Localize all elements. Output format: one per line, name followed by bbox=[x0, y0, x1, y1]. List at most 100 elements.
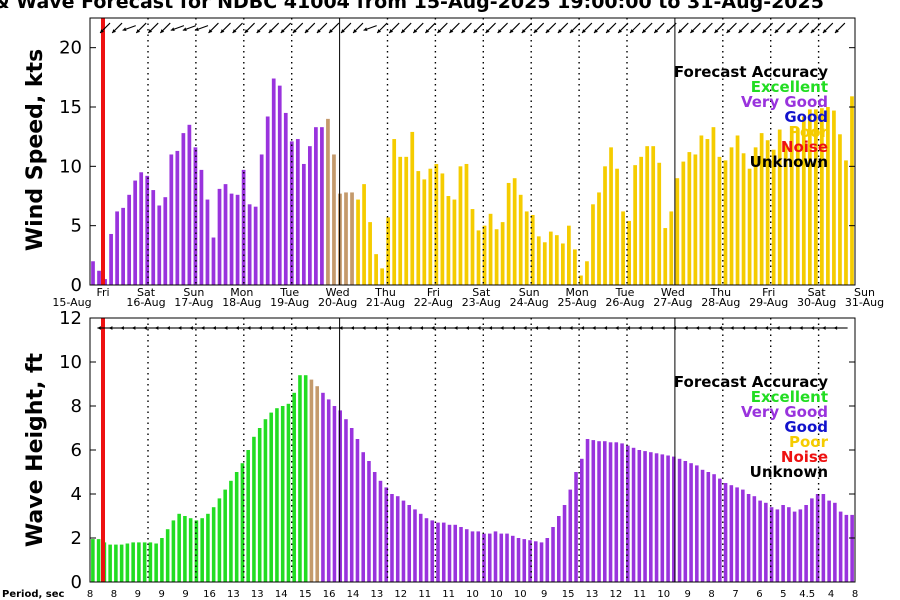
bar bbox=[580, 458, 584, 582]
direction-arrow bbox=[738, 22, 749, 34]
bar bbox=[536, 236, 541, 285]
bar bbox=[367, 461, 371, 582]
bar bbox=[464, 163, 469, 285]
bar bbox=[416, 171, 421, 285]
bar bbox=[380, 268, 385, 285]
bar bbox=[253, 206, 258, 285]
bar bbox=[850, 96, 854, 285]
y-tick-label: 4 bbox=[71, 484, 82, 505]
bar bbox=[326, 118, 330, 286]
date-label: 17-Aug bbox=[174, 296, 213, 309]
bar bbox=[163, 197, 168, 285]
bar bbox=[850, 514, 854, 582]
direction-arrow bbox=[412, 22, 424, 34]
bar bbox=[275, 408, 279, 582]
bar bbox=[562, 505, 567, 582]
direction-arrow bbox=[726, 22, 737, 34]
direction-arrow bbox=[593, 22, 605, 34]
direction-arrow bbox=[232, 22, 243, 34]
bar bbox=[506, 182, 511, 285]
period-value: 4.5 bbox=[799, 589, 815, 600]
bar bbox=[344, 192, 348, 285]
bar bbox=[344, 419, 348, 582]
legend-item: Noise bbox=[781, 138, 828, 156]
bar bbox=[464, 529, 469, 582]
bar bbox=[844, 514, 849, 582]
legend-item: Good bbox=[784, 418, 828, 436]
bar bbox=[657, 162, 662, 285]
direction-arrow bbox=[449, 22, 460, 34]
period-value: 15 bbox=[562, 589, 575, 600]
bar bbox=[362, 184, 366, 285]
direction-arrow bbox=[810, 22, 822, 34]
bar bbox=[654, 453, 659, 582]
bar bbox=[229, 480, 233, 582]
bar bbox=[573, 249, 577, 285]
direction-arrow bbox=[256, 22, 268, 34]
bar bbox=[187, 124, 192, 285]
bar bbox=[482, 533, 486, 582]
bar bbox=[651, 146, 656, 285]
bar bbox=[374, 254, 378, 285]
bar bbox=[252, 436, 256, 582]
direction-arrow bbox=[99, 22, 111, 34]
bar bbox=[493, 531, 498, 582]
bar bbox=[488, 213, 493, 285]
bar bbox=[401, 500, 406, 582]
period-value: 8 bbox=[87, 589, 93, 600]
bar bbox=[434, 163, 439, 285]
bar bbox=[390, 494, 394, 582]
bar bbox=[494, 229, 499, 285]
bar bbox=[151, 190, 156, 285]
legend-item: Excellent bbox=[751, 78, 828, 96]
y-tick-label: 5 bbox=[71, 216, 82, 237]
direction-arrow bbox=[280, 22, 292, 34]
date-label: 30-Aug bbox=[797, 296, 836, 309]
bar bbox=[338, 410, 342, 582]
period-value: 9 bbox=[182, 589, 188, 600]
period-value: 9 bbox=[135, 589, 141, 600]
bar bbox=[663, 228, 668, 285]
direction-arrow bbox=[328, 22, 340, 34]
bar bbox=[404, 156, 409, 285]
legend-title: Forecast Accuracy bbox=[674, 63, 828, 81]
day-name-label: Wed bbox=[661, 286, 685, 299]
bar bbox=[127, 194, 132, 285]
bar bbox=[706, 472, 711, 582]
bar bbox=[257, 428, 262, 582]
direction-arrow bbox=[388, 22, 400, 34]
legend-item: Very Good bbox=[741, 403, 828, 421]
bar bbox=[560, 243, 565, 285]
bar bbox=[700, 469, 705, 582]
bar bbox=[157, 205, 162, 285]
day-name-label: Sun bbox=[854, 286, 875, 299]
direction-arrow bbox=[208, 22, 219, 34]
bar bbox=[551, 527, 555, 582]
period-row: Period, sec 8 8 9 9 9 16 13 13 14 15 16 14 13 12 11 11 1… bbox=[2, 589, 858, 600]
date-label: 20-Aug bbox=[318, 296, 357, 309]
bar bbox=[789, 125, 794, 286]
direction-arrow bbox=[292, 22, 304, 34]
bar bbox=[320, 127, 324, 285]
bar bbox=[217, 188, 222, 285]
plot-frame bbox=[89, 17, 856, 286]
date-label: 27-Aug bbox=[653, 296, 692, 309]
bar bbox=[759, 133, 764, 285]
direction-arrow bbox=[833, 326, 848, 330]
bar bbox=[669, 211, 674, 285]
bar bbox=[643, 451, 647, 582]
bar bbox=[597, 192, 601, 285]
bar bbox=[505, 533, 509, 582]
bar bbox=[96, 539, 101, 582]
bar bbox=[765, 140, 770, 285]
bar bbox=[194, 520, 199, 582]
bar bbox=[125, 543, 130, 582]
bar bbox=[321, 392, 325, 582]
legend-item: Excellent bbox=[751, 388, 828, 406]
day-name-label: Sun bbox=[519, 286, 540, 299]
bar bbox=[591, 440, 596, 582]
period-value: 8 bbox=[852, 589, 858, 600]
bar bbox=[827, 500, 831, 582]
bar bbox=[746, 494, 751, 582]
period-value: 13 bbox=[586, 589, 599, 600]
